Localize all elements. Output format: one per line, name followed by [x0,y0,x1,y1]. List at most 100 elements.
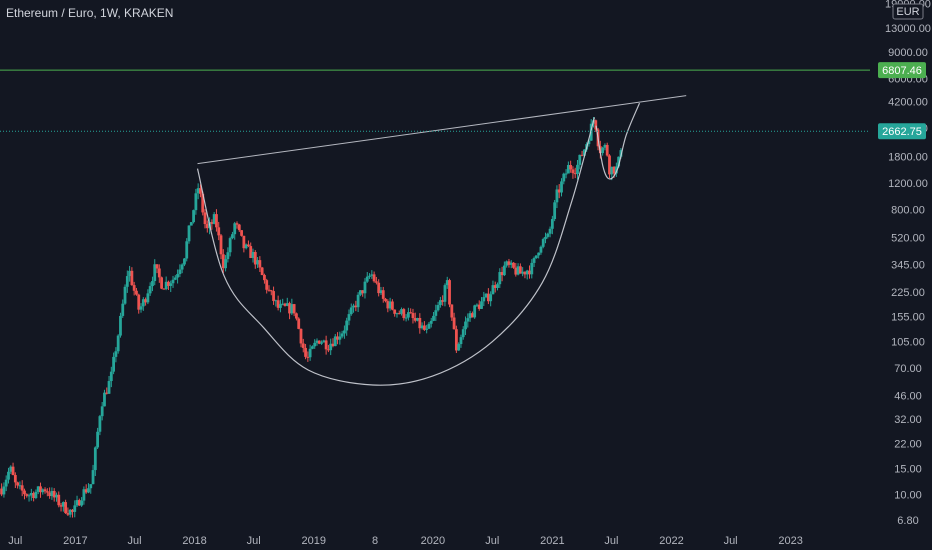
candle-body [379,290,383,294]
candle-body [548,228,552,234]
candle-body [130,270,134,286]
candle-body [68,509,72,515]
candle [36,486,40,495]
candle [521,267,525,277]
candle [413,312,417,323]
candle-body [386,301,390,309]
candle [25,493,29,498]
time-axis[interactable]: Jul 2017 Jul 2018 Jul 2019 8 2020 Jul 2021 Jul 2022… [8,535,803,547]
price-tick-label: 345.00 [891,259,925,271]
candle-body [306,356,310,358]
candle-body [251,252,255,258]
candle-body [528,270,531,275]
candle [500,266,504,282]
candle [84,484,88,494]
candle [219,233,223,260]
candle [390,299,394,311]
candle [349,303,353,316]
candle [315,338,319,346]
candle [114,347,118,363]
candle [16,481,20,489]
candle-body [363,281,367,294]
candle-body [285,303,289,306]
candle [279,299,282,313]
candle-body [66,513,70,515]
candle [454,325,458,354]
candle [276,295,280,311]
candle-body [550,219,554,229]
candle [377,279,381,297]
candle [505,260,509,268]
candle-body [11,466,15,476]
candle-body [354,305,358,308]
candle [167,280,170,291]
candle-body [333,336,337,347]
candle-body [400,309,403,314]
candle [340,330,344,339]
candle-body [518,266,522,274]
candle-body [427,323,431,329]
candle [199,184,202,198]
candle-body [185,241,189,259]
candle [541,237,545,249]
candle-body [141,299,145,307]
candle [7,467,10,484]
candle-body [109,371,113,382]
candle-body [57,494,61,506]
candle-body [281,303,285,305]
candle-body [132,285,136,291]
candle [260,266,264,276]
candle [18,481,22,490]
candle-body [55,494,58,498]
candle [240,230,243,237]
candle-body [219,235,223,255]
candle-body [36,486,40,492]
candle [603,143,607,151]
candle-body [432,315,435,321]
price-axis[interactable]: 19000.0013000.009000.006000.004200.00280… [878,0,931,527]
currency-label: EUR [896,6,919,18]
candle-body [18,485,22,487]
candle-body [288,303,291,314]
candle [23,488,26,500]
candle-body [546,233,550,237]
candle-body [59,505,63,507]
candle [212,212,216,225]
candle [329,338,333,356]
candle [82,486,86,505]
candle-body [502,265,506,276]
price-tick-label: 1800.00 [888,152,928,164]
candle [77,498,81,506]
candle-body [144,299,147,303]
candle-body [299,328,303,344]
candle [171,275,175,288]
candle [313,339,317,349]
candle-body [468,313,472,319]
candle-body [537,252,541,256]
candle [43,487,47,494]
candle-body [258,260,262,268]
candle-body [356,294,360,308]
candle [103,389,106,407]
candle-body [482,297,486,302]
candle-body [459,337,463,345]
candle [473,304,477,319]
price-tick-label: 32.00 [894,414,922,426]
candle [226,247,230,263]
candle [20,480,24,497]
candle [203,209,207,229]
candle [301,338,305,353]
candle-body [343,330,346,334]
candle-body [210,222,214,224]
current-price-badge-label: 2662.75 [882,126,922,138]
candle-body [434,310,438,316]
candle-body [7,471,10,480]
candle [68,508,72,518]
candle [608,154,611,179]
candle-body [610,166,614,175]
candle [34,489,38,500]
candle-body [313,342,317,347]
candle [57,491,61,508]
candle [384,297,387,303]
